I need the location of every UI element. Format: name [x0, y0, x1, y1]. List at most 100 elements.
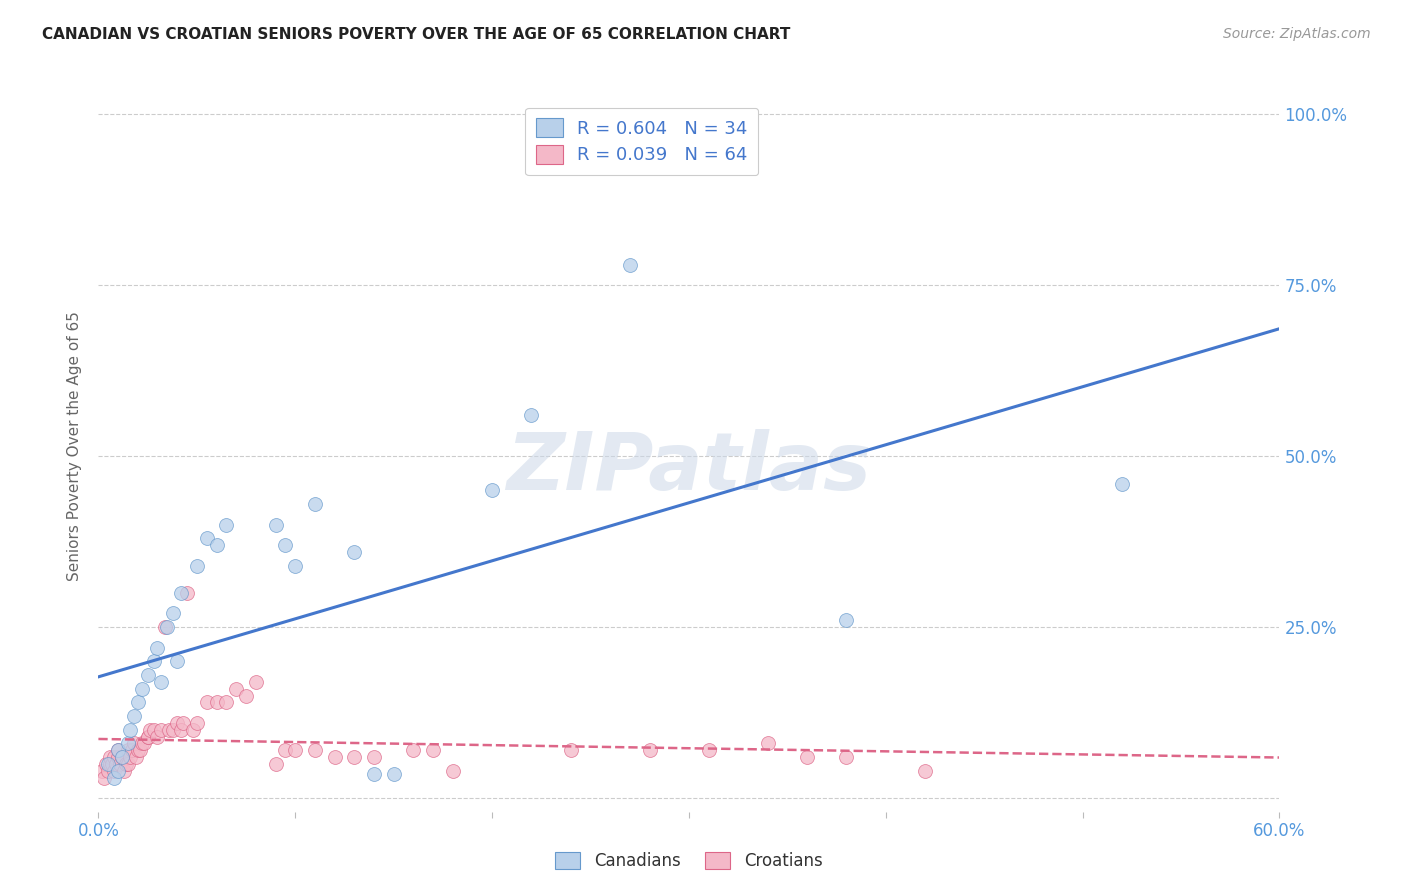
Point — [343, 545, 366, 559]
Point — [111, 750, 134, 764]
Point — [117, 743, 139, 757]
Point — [156, 620, 179, 634]
Point — [195, 695, 218, 709]
Point — [284, 558, 307, 573]
Point — [122, 736, 145, 750]
Point — [264, 517, 287, 532]
Point — [107, 750, 129, 764]
Point — [107, 743, 129, 757]
Point — [97, 756, 120, 771]
Point — [205, 538, 228, 552]
Point — [107, 743, 129, 757]
Text: Source: ZipAtlas.com: Source: ZipAtlas.com — [1223, 27, 1371, 41]
Point — [150, 723, 173, 737]
Point — [121, 743, 143, 757]
Point — [115, 756, 138, 771]
Point — [146, 640, 169, 655]
Point — [304, 497, 326, 511]
Point — [235, 689, 257, 703]
Point — [186, 558, 208, 573]
Point — [131, 736, 153, 750]
Point — [98, 750, 121, 764]
Point — [205, 695, 228, 709]
Point — [93, 771, 115, 785]
Point — [274, 743, 297, 757]
Point — [560, 743, 582, 757]
Point — [146, 730, 169, 744]
Point — [835, 750, 858, 764]
Point — [170, 723, 193, 737]
Point — [97, 764, 120, 778]
Point — [181, 723, 204, 737]
Point — [323, 750, 346, 764]
Point — [132, 736, 155, 750]
Point — [118, 750, 141, 764]
Point — [98, 756, 121, 771]
Point — [176, 586, 198, 600]
Point — [108, 756, 131, 771]
Point — [402, 743, 425, 757]
Point — [112, 764, 135, 778]
Point — [195, 531, 218, 545]
Point — [796, 750, 818, 764]
Legend: Canadians, Croatians: Canadians, Croatians — [548, 845, 830, 877]
Point — [103, 764, 125, 778]
Point — [136, 730, 159, 744]
Point — [520, 409, 543, 423]
Point — [127, 695, 149, 709]
Point — [441, 764, 464, 778]
Point — [142, 654, 165, 668]
Point — [914, 764, 936, 778]
Point — [138, 723, 160, 737]
Point — [422, 743, 444, 757]
Point — [105, 756, 128, 771]
Text: ZIPatlas: ZIPatlas — [506, 429, 872, 507]
Point — [756, 736, 779, 750]
Point — [111, 750, 134, 764]
Point — [150, 674, 173, 689]
Point — [118, 723, 141, 737]
Y-axis label: Seniors Poverty Over the Age of 65: Seniors Poverty Over the Age of 65 — [67, 311, 83, 581]
Point — [127, 743, 149, 757]
Point — [638, 743, 661, 757]
Point — [103, 771, 125, 785]
Point — [274, 538, 297, 552]
Point — [264, 756, 287, 771]
Point — [155, 620, 177, 634]
Point — [125, 750, 148, 764]
Point — [1111, 476, 1133, 491]
Point — [128, 743, 150, 757]
Point — [170, 586, 193, 600]
Point — [619, 258, 641, 272]
Point — [162, 607, 184, 621]
Point — [481, 483, 503, 498]
Point — [122, 709, 145, 723]
Point — [117, 736, 139, 750]
Point — [225, 681, 247, 696]
Point — [215, 695, 238, 709]
Point — [835, 613, 858, 627]
Point — [284, 743, 307, 757]
Point — [363, 750, 385, 764]
Point — [157, 723, 180, 737]
Point — [697, 743, 720, 757]
Text: CANADIAN VS CROATIAN SENIORS POVERTY OVER THE AGE OF 65 CORRELATION CHART: CANADIAN VS CROATIAN SENIORS POVERTY OVE… — [42, 27, 790, 42]
Point — [304, 743, 326, 757]
Point — [166, 654, 188, 668]
Point — [215, 517, 238, 532]
Point — [101, 756, 124, 771]
Point — [245, 674, 267, 689]
Point — [136, 668, 159, 682]
Point — [96, 756, 118, 771]
Point — [166, 715, 188, 730]
Point — [172, 715, 194, 730]
Point — [117, 756, 139, 771]
Point — [142, 723, 165, 737]
Point — [136, 730, 159, 744]
Point — [186, 715, 208, 730]
Point — [382, 767, 405, 781]
Point — [107, 764, 129, 778]
Point — [131, 681, 153, 696]
Point — [363, 767, 385, 781]
Point — [103, 750, 125, 764]
